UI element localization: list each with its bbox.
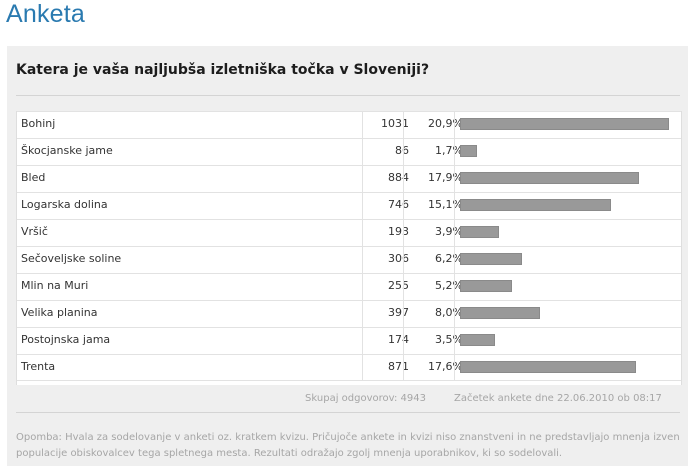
column-divider xyxy=(454,328,455,354)
column-divider xyxy=(362,301,363,327)
column-divider xyxy=(454,112,455,138)
answer-label: Trenta xyxy=(21,360,56,373)
answer-label: Velika planina xyxy=(21,306,98,319)
table-row: Bled 884 17,9% xyxy=(17,165,681,192)
poll-start-date: Začetek ankete dne 22.06.2010 ob 08:17 xyxy=(454,393,662,404)
column-divider xyxy=(454,274,455,300)
column-divider xyxy=(403,193,404,219)
table-row: Postojnska jama 174 3,5% xyxy=(17,327,681,354)
vote-count: 306 xyxy=(388,252,409,265)
vote-count: 884 xyxy=(388,171,409,184)
table-row: Velika planina 397 8,0% xyxy=(17,300,681,327)
vote-percent: 17,6% xyxy=(428,360,463,373)
answer-label: Bohinj xyxy=(21,117,56,130)
column-divider xyxy=(362,112,363,138)
vote-percent: 3,5% xyxy=(435,333,463,346)
table-row: Trenta 871 17,6% xyxy=(17,354,681,381)
vote-percent: 17,9% xyxy=(428,171,463,184)
answer-label: Bled xyxy=(21,171,46,184)
column-divider xyxy=(454,166,455,192)
column-divider xyxy=(362,355,363,381)
vote-percent: 5,2% xyxy=(435,279,463,292)
result-bar xyxy=(460,226,499,238)
vote-percent: 1,7% xyxy=(435,144,463,157)
question-divider xyxy=(16,95,680,96)
result-bar xyxy=(460,172,639,184)
result-bar xyxy=(460,253,522,265)
column-divider xyxy=(454,355,455,381)
column-divider xyxy=(403,112,404,138)
total-answers: Skupaj odgovorov: 4943 xyxy=(305,393,426,404)
column-divider xyxy=(403,328,404,354)
column-divider xyxy=(362,193,363,219)
column-divider xyxy=(454,139,455,165)
column-divider xyxy=(403,166,404,192)
column-divider xyxy=(403,355,404,381)
result-bar xyxy=(460,280,512,292)
answer-label: Mlin na Muri xyxy=(21,279,89,292)
column-divider xyxy=(362,220,363,246)
answer-label: Škocjanske jame xyxy=(21,144,113,157)
column-divider xyxy=(454,301,455,327)
poll-question: Katera je vaša najljubša izletniška točk… xyxy=(16,62,430,78)
vote-count: 397 xyxy=(388,306,409,319)
result-bar xyxy=(460,199,611,211)
column-divider xyxy=(403,139,404,165)
poll-results-table: Bohinj 1031 20,9% Škocjanske jame 86 1,7% Bled… xyxy=(16,111,682,385)
column-divider xyxy=(362,247,363,273)
vote-percent: 15,1% xyxy=(428,198,463,211)
vote-count: 1031 xyxy=(381,117,409,130)
result-bar xyxy=(460,118,669,130)
column-divider xyxy=(362,328,363,354)
column-divider xyxy=(403,247,404,273)
table-row: Škocjanske jame 86 1,7% xyxy=(17,138,681,165)
vote-count: 174 xyxy=(388,333,409,346)
table-row: Sečoveljske soline 306 6,2% xyxy=(17,246,681,273)
column-divider xyxy=(454,193,455,219)
table-row: Vršič 193 3,9% xyxy=(17,219,681,246)
poll-summary: Skupaj odgovorov: 4943 Začetek ankete dn… xyxy=(16,387,680,413)
column-divider xyxy=(362,274,363,300)
answer-label: Vršič xyxy=(21,225,48,238)
column-divider xyxy=(403,301,404,327)
answer-label: Logarska dolina xyxy=(21,198,108,211)
column-divider xyxy=(454,247,455,273)
vote-percent: 8,0% xyxy=(435,306,463,319)
column-divider xyxy=(403,274,404,300)
vote-count: 255 xyxy=(388,279,409,292)
page-title: Anketa xyxy=(6,0,86,28)
vote-percent: 20,9% xyxy=(428,117,463,130)
result-bar xyxy=(460,361,636,373)
vote-count: 746 xyxy=(388,198,409,211)
table-row: Logarska dolina 746 15,1% xyxy=(17,192,681,219)
poll-disclaimer: Opomba: Hvala za sodelovanje v anketi oz… xyxy=(16,432,680,459)
table-row: Mlin na Muri 255 5,2% xyxy=(17,273,681,300)
result-bar xyxy=(460,307,540,319)
answer-label: Sečoveljske soline xyxy=(21,252,122,265)
result-bar xyxy=(460,334,495,346)
column-divider xyxy=(362,139,363,165)
vote-count: 86 xyxy=(395,144,409,157)
column-divider xyxy=(362,166,363,192)
vote-count: 871 xyxy=(388,360,409,373)
result-bar xyxy=(460,145,477,157)
vote-count: 193 xyxy=(388,225,409,238)
column-divider xyxy=(403,220,404,246)
answer-label: Postojnska jama xyxy=(21,333,111,346)
vote-percent: 6,2% xyxy=(435,252,463,265)
vote-percent: 3,9% xyxy=(435,225,463,238)
table-row: Bohinj 1031 20,9% xyxy=(17,111,681,138)
column-divider xyxy=(454,220,455,246)
